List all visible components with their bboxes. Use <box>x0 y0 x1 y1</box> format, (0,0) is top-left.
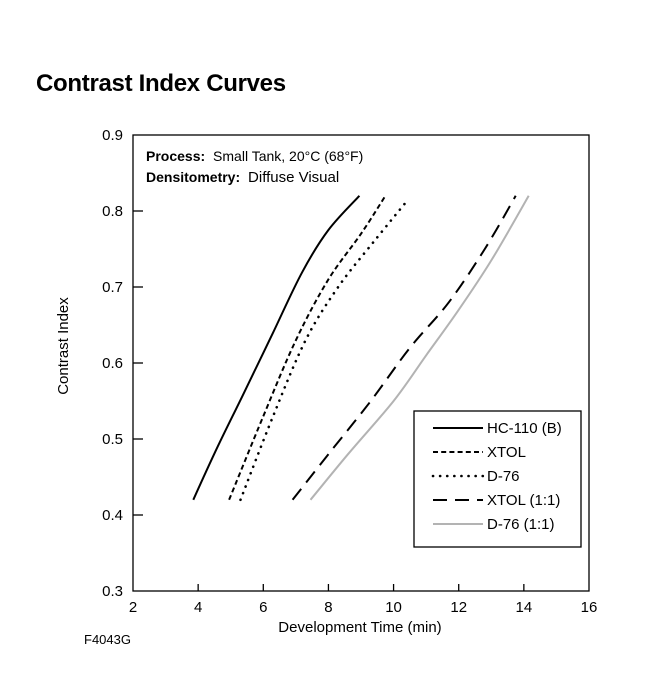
chart-title: Contrast Index Curves <box>36 70 286 97</box>
series-line <box>239 202 407 502</box>
x-tick-label: 8 <box>324 599 332 616</box>
process-label: Process: <box>146 148 205 164</box>
x-tick-label: 12 <box>450 599 467 616</box>
densitometry-annotation: Densitometry: Diffuse Visual <box>146 169 339 186</box>
x-tick-label: 4 <box>194 599 202 616</box>
x-tick-label: 6 <box>259 599 267 616</box>
x-tick-label: 16 <box>581 599 598 616</box>
legend-label: XTOL (1:1) <box>487 492 560 509</box>
series-line <box>192 195 361 501</box>
process-annotation: Process: Small Tank, 20°C (68°F) <box>146 148 363 164</box>
legend-label: D-76 (1:1) <box>487 516 555 533</box>
legend: HC-110 (B) XTOL D-76 XTOL (1:1) D-76 (1:1) <box>413 410 582 548</box>
figure-code: F4043G <box>84 632 131 647</box>
legend-label: HC-110 (B) <box>487 420 562 437</box>
y-tick-label: 0.9 <box>102 127 123 144</box>
x-tick-label: 10 <box>385 599 402 616</box>
series-line <box>291 195 517 501</box>
y-tick-label: 0.6 <box>102 355 123 372</box>
y-tick-label: 0.3 <box>102 583 123 600</box>
y-axis-label: Contrast Index <box>55 297 72 395</box>
legend-label: D-76 <box>487 468 520 485</box>
legend-label: XTOL <box>487 444 526 461</box>
x-tick-label: 2 <box>129 599 137 616</box>
series-line <box>228 195 387 501</box>
y-tick-label: 0.7 <box>102 279 123 296</box>
series-line <box>309 195 530 501</box>
x-tick-label: 14 <box>516 599 533 616</box>
densitometry-value: Diffuse Visual <box>248 169 339 186</box>
y-tick-label: 0.5 <box>102 431 123 448</box>
x-axis-label: Development Time (min) <box>278 619 441 636</box>
y-tick-label: 0.8 <box>102 203 123 220</box>
process-value: Small Tank, 20°C (68°F) <box>213 148 363 164</box>
densitometry-label: Densitometry: <box>146 169 240 185</box>
y-tick-label: 0.4 <box>102 507 123 524</box>
